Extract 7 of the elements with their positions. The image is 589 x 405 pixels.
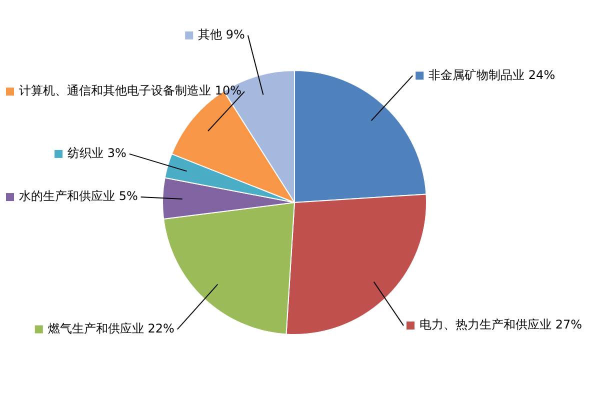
legend-label: 其他 9%: [198, 28, 245, 42]
legend-label: 非金属矿物制品业 24%: [428, 68, 556, 82]
legend-label: 燃气生产和供应业 22%: [48, 321, 174, 336]
legend-label: 水的生产和供应业 5%: [19, 189, 138, 204]
legend-label: 电力、热力生产和供应业 27%: [420, 318, 582, 332]
legend-label: 纺织业 3%: [68, 146, 126, 160]
legend-label: 计算机、通信和其他电子设备制造业 10%: [19, 84, 242, 98]
